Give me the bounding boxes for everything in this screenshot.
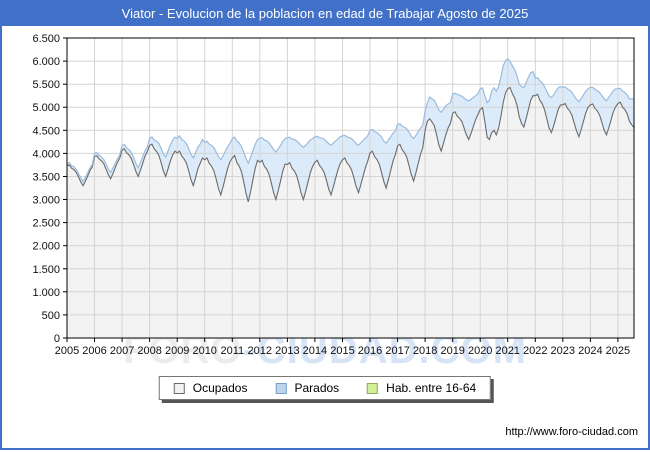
legend-swatch-icon — [173, 382, 185, 394]
legend-label: Parados — [294, 381, 340, 395]
title-bar: Viator - Evolucion de la poblacion en ed… — [2, 2, 648, 26]
legend-item-parados: Parados — [275, 381, 339, 395]
legend-label: Hab. entre 16-64 — [386, 381, 477, 395]
chart-title: Viator - Evolucion de la poblacion en ed… — [121, 6, 529, 21]
y-axis-tick-label: 2.500 — [32, 218, 60, 230]
legend-item-ocupados: Ocupados — [173, 381, 248, 395]
y-axis-tick-label: 500 — [42, 310, 60, 322]
ocupados-area — [67, 87, 634, 339]
y-axis-tick-label: 2.000 — [32, 241, 60, 253]
y-axis-tick-label: 3.500 — [32, 172, 60, 184]
parados-band — [67, 58, 634, 202]
parados-top-line — [66, 57, 634, 183]
ocupados-line — [66, 86, 635, 202]
footer-url[interactable]: http://www.foro-ciudad.com — [505, 426, 638, 438]
y-axis-tick-label: 5.000 — [32, 102, 60, 114]
footer: http://www.foro-ciudad.com — [2, 420, 648, 452]
legend-item-hab-entre-16-64: Hab. entre 16-64 — [367, 381, 476, 395]
legend-label: Ocupados — [192, 381, 248, 395]
chart-area: FORO-CIUDAD.COM 0 500 1.000 1.500 2.000 2.500… — [2, 26, 648, 420]
plot-border — [66, 37, 635, 339]
y-axis-tick-label: 6.500 — [32, 33, 60, 45]
legend-swatch-icon — [275, 382, 287, 394]
y-axis-tick-label: 1.000 — [32, 287, 60, 299]
y-axis-tick-label: 3.000 — [32, 195, 60, 207]
y-axis-tick-label: 4.500 — [32, 125, 60, 137]
chart-legend: Ocupados Parados Hab. entre 16-64 — [158, 376, 492, 400]
y-axis-tick-label: 4.000 — [32, 148, 60, 160]
y-axis-tick-label: 6.000 — [32, 56, 60, 68]
legend-swatch-icon — [367, 382, 379, 394]
y-axis-tick-label: 1.500 — [32, 264, 60, 276]
y-axis-tick-label: 5.500 — [32, 79, 60, 91]
foro-ciudad-watermark: FORO-CIUDAD.COM — [123, 328, 527, 372]
